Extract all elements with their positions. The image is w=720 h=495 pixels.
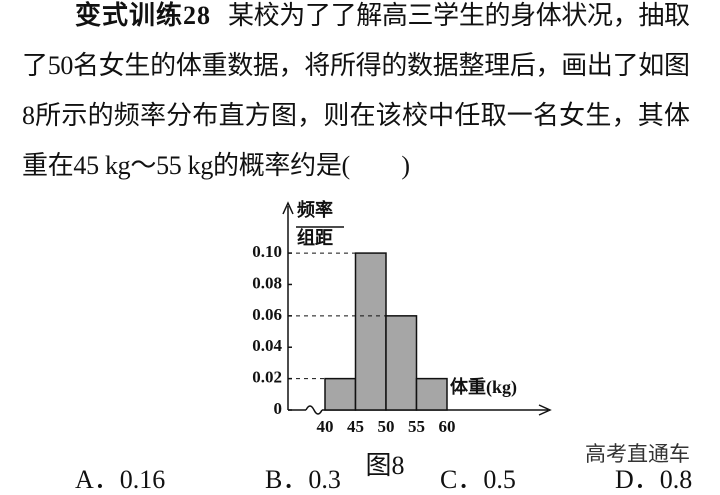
bar bbox=[354, 252, 387, 411]
bar bbox=[415, 377, 448, 411]
y-label-bottom: 组距 bbox=[297, 227, 333, 248]
y-arrow bbox=[282, 201, 294, 215]
option: B．0.3 bbox=[265, 465, 341, 494]
y-tick-label: 0 bbox=[274, 399, 283, 418]
x-tick-label: 50 bbox=[378, 417, 395, 436]
x-label: 体重(kg) bbox=[450, 376, 517, 398]
question-line: 8所示的频率分布直方图，则在该校中任取一名女生，其体 bbox=[22, 101, 690, 130]
y-tick-label: 0.04 bbox=[252, 336, 282, 355]
y-tick-label: 0.06 bbox=[252, 305, 282, 324]
x-arrow bbox=[538, 404, 552, 416]
x-tick-label: 40 bbox=[317, 417, 334, 436]
option: C．0.5 bbox=[440, 465, 516, 494]
watermark: 高考直通车 bbox=[585, 442, 690, 466]
question-label: 变式训练28 bbox=[75, 0, 210, 30]
question-line: 某校为了了解高三学生的身体状况，抽取 bbox=[228, 1, 690, 30]
y-label-top: 频率 bbox=[297, 199, 333, 220]
figure-caption: 图8 bbox=[365, 451, 404, 480]
x-tick-label: 55 bbox=[408, 417, 425, 436]
axis-break bbox=[305, 405, 323, 415]
y-tick-label: 0.10 bbox=[252, 242, 282, 261]
x-tick-label: 45 bbox=[347, 417, 364, 436]
bar bbox=[324, 377, 357, 411]
option: A．0.16 bbox=[75, 465, 165, 494]
option: D．0.8 bbox=[615, 465, 692, 494]
question-line: 了50名女生的体重数据，将所得的数据整理后，画出了如图 bbox=[22, 51, 690, 80]
bar bbox=[385, 315, 418, 411]
y-tick-label: 0.02 bbox=[252, 368, 282, 387]
question-line: 重在45 kg～55 kg的概率约是( ) bbox=[22, 151, 410, 180]
y-tick-label: 0.08 bbox=[252, 273, 282, 292]
x-tick-label: 60 bbox=[439, 417, 456, 436]
